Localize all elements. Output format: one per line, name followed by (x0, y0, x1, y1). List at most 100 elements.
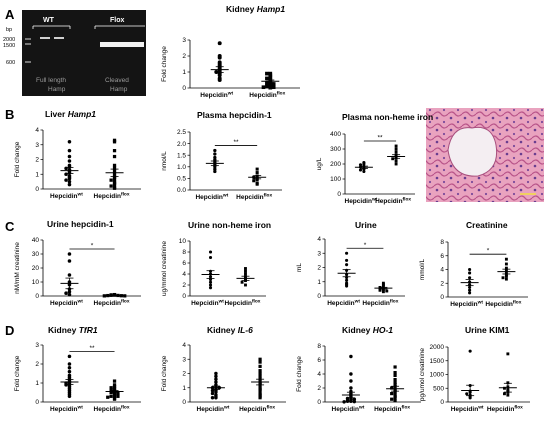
category-label-sup: wt (77, 192, 84, 198)
data-point (116, 391, 120, 396)
y-tick-label: 1.0 (177, 164, 186, 171)
data-point (504, 262, 508, 266)
category-label: Hepcidinwt (327, 299, 360, 308)
category-label-sup: flox (121, 192, 130, 198)
chart-plasma-iron: Plasma non-heme iron 0 100 200 300 400 ug/L Hep… (316, 112, 433, 205)
data-point (112, 397, 117, 401)
category-label-sup: wt (77, 405, 84, 411)
data-point (345, 278, 349, 282)
y-tick-label: 300 (330, 146, 341, 153)
chart-title-text: Urine KIM1 (465, 325, 510, 335)
y-tick-label: 8 (440, 239, 444, 246)
data-point (352, 397, 357, 401)
data-point (362, 169, 366, 174)
data-point (123, 294, 127, 298)
y-tick-label: 1000 (430, 372, 445, 379)
data-point (67, 259, 72, 263)
chart-title: Kidney Hamp1 (226, 4, 285, 14)
y-tick-label: 2 (317, 265, 321, 272)
data-point (394, 144, 398, 148)
data-point (67, 292, 72, 297)
chart-title: Kidney HO-1 (342, 325, 393, 335)
data-point (208, 286, 213, 290)
data-point (208, 250, 213, 254)
data-point (393, 399, 397, 403)
data-point (345, 258, 349, 262)
ladder-band (25, 61, 31, 63)
data-point (265, 76, 269, 81)
data-point (64, 178, 68, 182)
data-point (217, 73, 222, 78)
category-label-sup: flox (277, 91, 286, 97)
data-point (393, 378, 397, 382)
category-label: Hepcidinflox (487, 405, 523, 414)
y-tick-label: 2 (440, 280, 444, 287)
data-point (112, 385, 117, 389)
data-point (394, 159, 398, 163)
category-label: Hepcidinwt (200, 91, 233, 100)
data-point (390, 386, 394, 390)
data-point (258, 364, 262, 368)
data-point (64, 291, 68, 295)
data-point (112, 154, 117, 159)
data-point (67, 148, 72, 153)
data-point (381, 290, 385, 294)
data-point (244, 267, 247, 270)
data-point (67, 366, 72, 370)
data-point (393, 371, 397, 375)
data-point (213, 155, 217, 160)
category-label-sup: flox (267, 405, 276, 411)
category-label: Hepcidinflox (224, 299, 260, 308)
category-label-base: Hepcidin (94, 193, 121, 200)
data-point (67, 176, 72, 181)
y-tick-label: 0 (182, 399, 186, 406)
chart-title-text: Plasma non-heme iron (342, 112, 433, 122)
category-label-sup: flox (264, 193, 273, 199)
category-label-sup: flox (121, 299, 130, 305)
y-tick-label: 4 (317, 236, 321, 243)
chart-title: Plasma non-heme iron (342, 112, 433, 122)
y-tick-label: 200 (330, 161, 341, 168)
category-label-base: Hepcidin (50, 193, 77, 200)
significance-marker: ** (89, 345, 95, 352)
data-point (213, 169, 217, 174)
y-axis-label: nM/mM creatinine (14, 242, 21, 294)
y-axis-label: Fold change (161, 46, 168, 82)
y-tick-label: 2000 (430, 344, 445, 351)
y-tick-label: 30 (32, 251, 40, 258)
data-point (214, 70, 219, 74)
data-point (468, 285, 472, 289)
y-tick-label: 6 (317, 357, 321, 364)
category-label-sup: wt (477, 300, 484, 306)
category-label-base: Hepcidin (249, 92, 276, 99)
data-point (468, 276, 472, 280)
y-tick-label: 500 (433, 385, 444, 392)
data-point (208, 280, 213, 284)
category-label-base: Hepcidin (451, 406, 478, 413)
chart-title: Urine hepcidin-1 (47, 219, 114, 229)
flox-band (100, 42, 144, 47)
data-point (345, 284, 349, 288)
y-tick-label: 0 (35, 186, 39, 193)
y-tick-label: 2.5 (177, 129, 186, 136)
chart-title-gene: Hamp1 (257, 4, 286, 14)
chart-title: Urine KIM1 (465, 325, 510, 335)
data-point (109, 388, 113, 392)
data-point (265, 81, 269, 86)
y-tick-label: 4 (182, 271, 186, 278)
data-point (468, 349, 472, 353)
data-point (116, 394, 120, 398)
category-label-sup: wt (218, 299, 225, 305)
data-point (67, 354, 72, 359)
y-tick-label: 2 (182, 282, 186, 289)
significance-marker: ** (233, 139, 239, 146)
panel-label-c: C (5, 219, 15, 234)
data-point (67, 140, 72, 144)
marker-1500: 1500 (3, 43, 15, 49)
data-point (252, 179, 256, 183)
ladder-band (25, 38, 31, 40)
